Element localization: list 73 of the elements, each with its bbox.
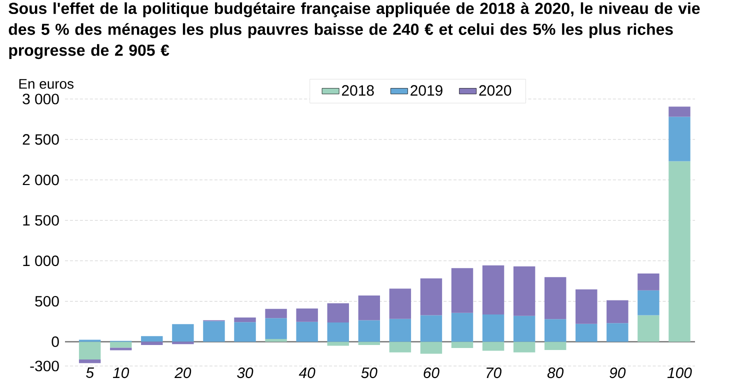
bar	[358, 342, 380, 345]
bar	[234, 322, 256, 342]
bar	[172, 324, 194, 342]
y-tick-label: 0	[52, 336, 59, 348]
bar	[420, 315, 442, 342]
bar	[78, 360, 101, 364]
bar	[451, 342, 474, 348]
bar	[668, 116, 690, 162]
bar	[544, 342, 566, 350]
bar	[389, 288, 412, 319]
bar	[296, 322, 318, 342]
y-tick-label: 1 000	[23, 256, 59, 266]
chart-title: Sous l'effet de la politique budgétaire française appliquée de 2018 à 2020, le niveau de vie des 5 % des ménages les plus pauvres baisse de 240 € et celui des 5% les plus riches progresse de 2 905 €	[8, 2, 700, 60]
y-tick-label: -300	[30, 360, 59, 372]
x-tick-label: 80	[547, 368, 564, 378]
bar	[141, 342, 163, 345]
bar	[576, 324, 598, 342]
bar	[203, 321, 225, 342]
bar	[668, 161, 690, 342]
bar	[482, 265, 504, 315]
bar	[327, 303, 349, 322]
bar	[265, 339, 287, 342]
x-tick-label: 60	[424, 368, 440, 378]
x-tick-label: 5	[86, 368, 94, 378]
bar	[358, 296, 380, 320]
bar	[544, 319, 566, 342]
bar	[668, 106, 690, 117]
bar	[234, 318, 256, 322]
y-tick-label: 500	[35, 296, 59, 307]
bar	[389, 342, 412, 352]
x-tick-label: 30	[237, 368, 254, 378]
x-tick-label: 50	[361, 368, 378, 378]
bar	[172, 342, 194, 344]
bar	[265, 318, 287, 340]
legend-label: 2018	[342, 85, 374, 96]
x-tick-label: 10	[112, 368, 130, 378]
bar	[513, 342, 536, 352]
bar	[420, 278, 442, 316]
bar	[327, 342, 349, 346]
bar	[141, 336, 163, 342]
bar	[606, 300, 628, 324]
x-tick-label: 40	[298, 368, 316, 378]
bar	[513, 266, 536, 316]
y-tick-label: 3 000	[22, 94, 59, 104]
bar	[389, 318, 412, 342]
bar	[451, 268, 474, 313]
bar	[638, 290, 660, 316]
bar	[638, 315, 660, 342]
bar	[482, 314, 504, 342]
bar	[482, 342, 504, 351]
bar	[420, 342, 442, 354]
bar	[451, 312, 474, 342]
y-tick-label: 2 000	[22, 174, 59, 186]
bar	[110, 342, 132, 348]
x-tick-label: 100	[667, 368, 692, 378]
bar	[296, 308, 318, 322]
x-tick-label: 70	[486, 368, 502, 378]
legend-label: 2020	[479, 85, 512, 96]
x-tick-label: 20	[174, 368, 192, 378]
bar	[606, 323, 628, 342]
legend-label: 2019	[410, 85, 442, 96]
bar	[78, 342, 101, 360]
y-axis-title: En euros	[19, 79, 74, 89]
x-tick-label: 90	[610, 368, 626, 378]
bar	[544, 277, 566, 320]
bar	[576, 289, 598, 324]
bar	[638, 273, 660, 290]
bar	[513, 316, 536, 342]
y-tick-label: 1 500	[23, 215, 59, 226]
y-tick-label: 2 500	[22, 134, 59, 145]
bar	[327, 322, 349, 342]
bar	[358, 320, 380, 342]
bar	[265, 308, 287, 318]
